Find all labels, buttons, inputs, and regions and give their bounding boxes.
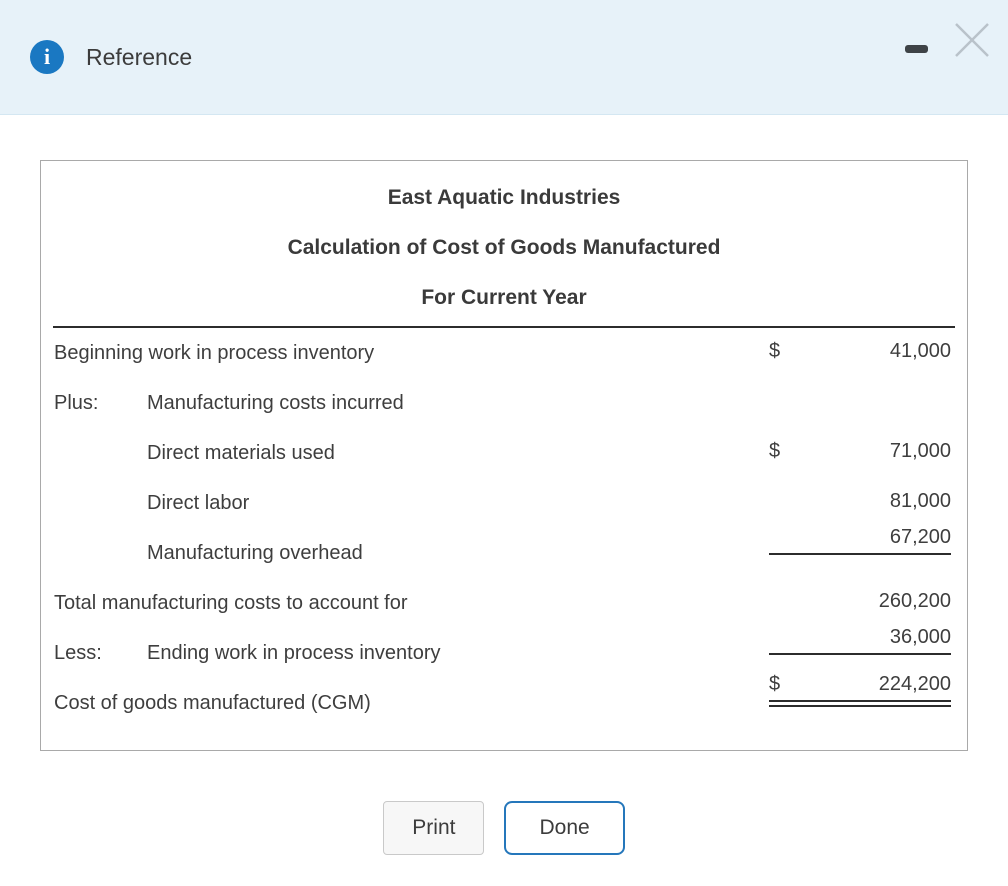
- dialog-header: i Reference: [0, 0, 1008, 115]
- row-label: Direct materials used: [147, 441, 335, 464]
- cgm-statement: East Aquatic Industries Calculation of C…: [40, 160, 968, 751]
- company-name: East Aquatic Industries: [387, 186, 621, 209]
- footer-buttons: Print Done: [0, 801, 1008, 855]
- row-amount-group: 260,200: [769, 590, 951, 617]
- row-amount-group: $ 41,000: [769, 340, 951, 367]
- row-amount-group: 36,000: [769, 626, 951, 655]
- row-amount-group: $ 224,200: [769, 673, 951, 707]
- row-label: Total manufacturing costs to account for: [54, 591, 408, 614]
- row-label: Ending work in process inventory: [147, 641, 441, 664]
- print-button[interactable]: Print: [383, 801, 485, 855]
- dollar-sign: $: [769, 439, 781, 462]
- row-label: Cost of goods manufactured (CGM): [54, 691, 371, 714]
- statement-period: For Current Year: [421, 286, 587, 309]
- statement-name: Calculation of Cost of Goods Manufacture…: [287, 236, 721, 259]
- row-amount: 71,000: [889, 439, 951, 462]
- minimize-icon[interactable]: [905, 45, 928, 53]
- statement-row: Cost of goods manufactured (CGM) $ 224,2…: [41, 673, 967, 728]
- statement-row: Plus: Manufacturing costs incurred: [41, 378, 967, 428]
- statement-row: Manufacturing overhead 67,200: [41, 526, 967, 578]
- statement-row: Beginning work in process inventory $ 41…: [41, 328, 967, 378]
- row-label: Manufacturing overhead: [147, 541, 363, 564]
- row-amount-group: 81,000: [769, 490, 951, 517]
- row-prefix: Less:: [54, 641, 102, 664]
- row-amount-group: 67,200: [769, 526, 951, 555]
- statement-row: Less: Ending work in process inventory 3…: [41, 626, 967, 678]
- statement-row: Direct materials used $ 71,000: [41, 428, 967, 478]
- row-prefix: Plus:: [54, 391, 99, 414]
- row-amount-group: $ 71,000: [769, 440, 951, 467]
- dollar-sign: $: [769, 339, 781, 362]
- row-label: Manufacturing costs incurred: [147, 391, 404, 414]
- row-label: Direct labor: [147, 491, 250, 514]
- close-icon[interactable]: [952, 20, 992, 60]
- done-button[interactable]: Done: [504, 801, 625, 855]
- row-amount: 81,000: [889, 489, 951, 512]
- dialog-title: Reference: [86, 43, 193, 70]
- row-amount: 36,000: [889, 625, 951, 648]
- row-label: Beginning work in process inventory: [54, 341, 375, 364]
- info-icon: i: [30, 40, 64, 74]
- statement-row: Direct labor 81,000: [41, 478, 967, 528]
- row-amount: 67,200: [889, 525, 951, 548]
- statement-row: Total manufacturing costs to account for…: [41, 578, 967, 628]
- header-rule: [53, 326, 955, 328]
- row-amount: 41,000: [889, 339, 951, 362]
- row-amount: 224,200: [878, 673, 951, 695]
- dollar-sign: $: [769, 673, 781, 695]
- row-amount: 260,200: [878, 589, 951, 612]
